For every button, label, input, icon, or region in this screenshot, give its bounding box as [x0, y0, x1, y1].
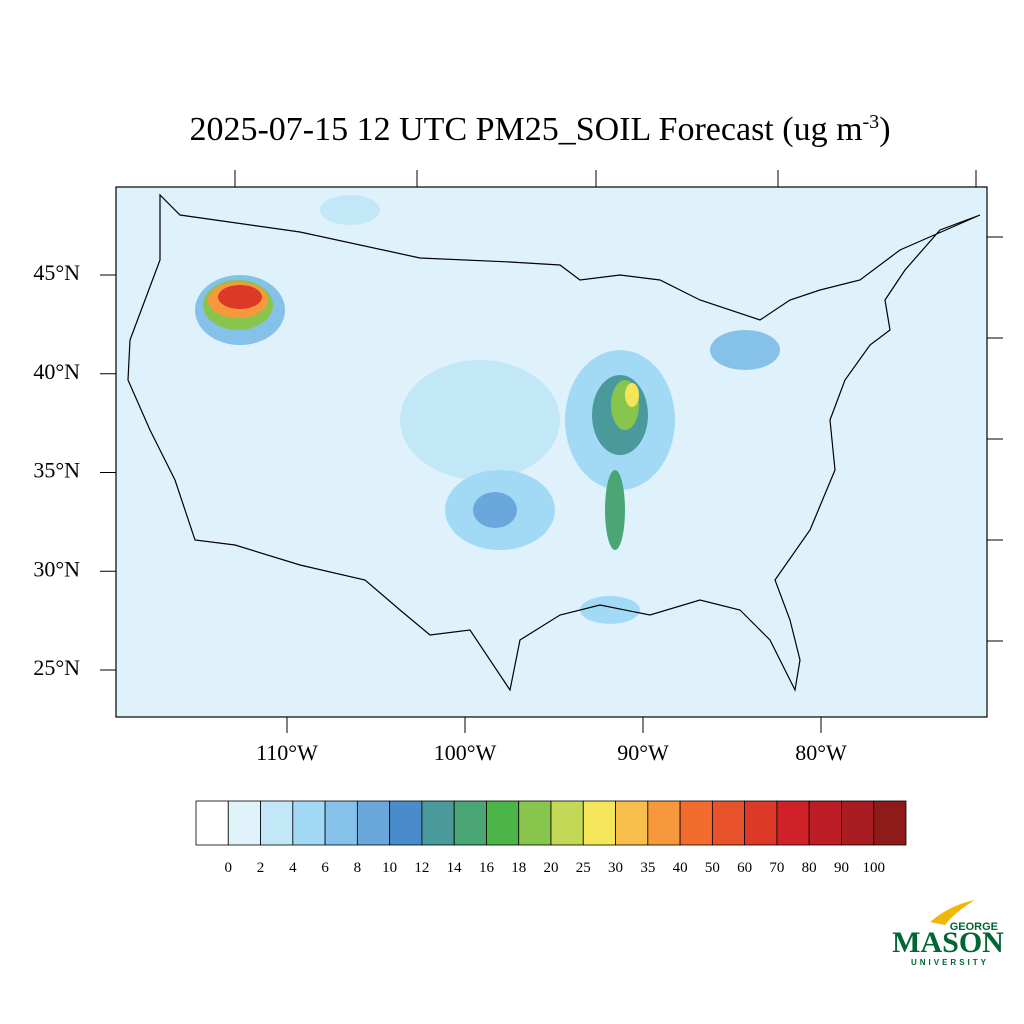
colorbar-label: 0	[225, 860, 233, 876]
colorbar-box	[679, 800, 713, 846]
lat-label: 30°N	[33, 556, 80, 581]
title-superscript: -3	[863, 111, 880, 133]
plume	[625, 383, 639, 407]
colorbar-box	[453, 800, 487, 846]
colorbar-box	[711, 800, 746, 846]
lat-label: 40°N	[33, 359, 80, 384]
lon-label: 80°W	[795, 740, 847, 765]
colorbar-label: 8	[354, 860, 362, 876]
colorbar-label: 2	[257, 860, 265, 876]
colorbar-box	[776, 800, 810, 846]
lon-label: 90°W	[617, 740, 669, 765]
colorbar-label: 20	[544, 860, 559, 876]
colorbar-box	[582, 800, 616, 846]
plume	[320, 195, 380, 225]
colorbar-label: 40	[673, 860, 688, 876]
colorbar-box	[744, 800, 778, 846]
lat-label: 25°N	[33, 655, 80, 680]
colorbar-box	[486, 800, 520, 846]
plumes	[195, 195, 780, 624]
colorbar-box	[647, 800, 681, 846]
colorbar-box	[292, 800, 326, 846]
colorbar-box	[421, 800, 455, 846]
colorbar-label: 14	[447, 860, 463, 876]
lon-label: 100°W	[434, 740, 497, 765]
colorbar-label: 90	[834, 860, 849, 876]
lon-label: 110°W	[256, 740, 318, 765]
title-main: 2025-07-15 12 UTC PM25_SOIL Forecast (ug…	[189, 111, 862, 148]
colorbar-box	[324, 800, 358, 846]
colorbar-box	[389, 800, 423, 846]
colorbar-label: 60	[737, 860, 752, 876]
logo-flame	[930, 900, 975, 925]
plume	[710, 330, 780, 370]
colorbar-box	[841, 800, 875, 846]
colorbar-label: 30	[608, 860, 623, 876]
plume	[218, 285, 262, 309]
map-area	[115, 170, 1003, 718]
colorbar-label: 18	[511, 860, 526, 876]
colorbar-label: 50	[705, 860, 720, 876]
lat-label: 35°N	[33, 458, 80, 483]
logo-main: MASON	[892, 926, 1004, 959]
lat-label: 45°N	[33, 260, 80, 285]
colorbar-box	[195, 800, 229, 846]
colorbar-label: 16	[479, 860, 495, 876]
colorbar-label: 100	[862, 860, 885, 876]
colorbar-label: 70	[769, 860, 784, 876]
colorbar-label: 4	[289, 860, 297, 876]
colorbar-label: 35	[640, 860, 655, 876]
logo-bottom: UNIVERSITY	[911, 958, 989, 967]
title-end: )	[879, 111, 890, 148]
colorbar-label: 10	[382, 860, 397, 876]
frame-ticks	[234, 170, 1003, 642]
logo-top: GEORGE	[950, 921, 998, 933]
colorbar-box	[550, 800, 584, 846]
map-background	[116, 187, 987, 717]
colorbar-label: 6	[321, 860, 329, 876]
colorbar-box	[356, 800, 391, 846]
us-outline	[127, 193, 981, 692]
colorbar-label: 80	[802, 860, 817, 876]
plume	[400, 360, 560, 480]
colorbar-box	[873, 800, 907, 846]
colorbar-label: 25	[576, 860, 591, 876]
plume	[473, 492, 517, 528]
colorbar-box	[518, 800, 552, 846]
colorbar-box	[615, 800, 649, 846]
colorbar-label: 12	[414, 860, 429, 876]
logo: GEORGE MASON UNIVERSITY	[892, 900, 1004, 967]
plume	[605, 470, 625, 550]
colorbar-box	[260, 800, 294, 846]
colorbar-box	[227, 800, 261, 846]
plume	[580, 596, 640, 624]
title: 2025-07-15 12 UTC PM25_SOIL Forecast (ug…	[189, 111, 890, 148]
map-frame	[115, 186, 988, 718]
colorbar-box	[808, 800, 842, 846]
